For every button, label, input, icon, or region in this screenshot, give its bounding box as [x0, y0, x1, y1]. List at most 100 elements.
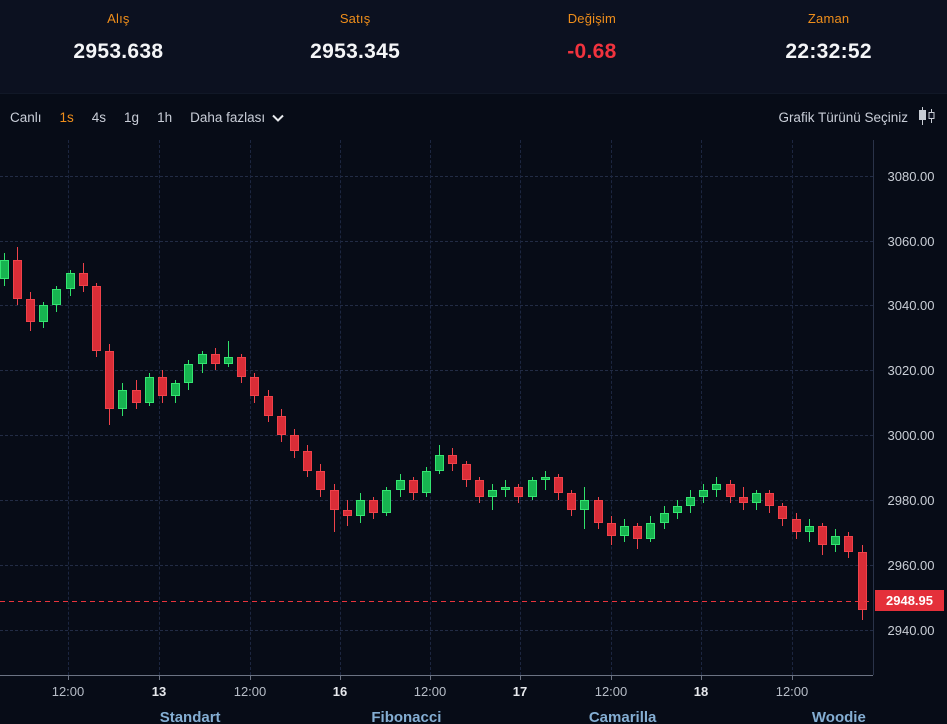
x-axis-tick: [340, 676, 341, 680]
candle-body: [619, 525, 629, 536]
grid-line-vertical: [250, 140, 251, 675]
candle-body: [289, 435, 299, 452]
more-intervals-button[interactable]: Daha fazlası: [190, 110, 284, 125]
candle-body: [52, 289, 62, 306]
tab-standart[interactable]: Standart: [159, 709, 221, 724]
candlestick-icon: [917, 106, 937, 129]
candle-body: [685, 496, 695, 507]
candle-body: [237, 357, 247, 377]
x-axis-tick: [701, 676, 702, 680]
price-axis[interactable]: 3080.00 3060.00 3040.00 3020.00 3000.00 2980.…: [873, 140, 947, 675]
candle-body: [250, 376, 260, 397]
x-axis-tick: [792, 676, 793, 680]
quote-header: Alış 2953.638 Satış 2953.345 Değişim -0.…: [0, 0, 947, 94]
candle-body: [567, 493, 577, 510]
chart-type-selector[interactable]: Grafik Türünü Seçiniz: [778, 106, 937, 129]
grid-line-horizontal: [0, 240, 873, 242]
interval-4s-button[interactable]: 4s: [91, 109, 107, 125]
chart-toolbar: Canlı 1s 4s 1g 1h Daha fazlası Grafik Tü…: [0, 94, 947, 140]
x-axis-label: 17: [512, 684, 528, 699]
grid-line-horizontal: [0, 370, 873, 372]
candle-body: [382, 490, 392, 513]
grid-line-horizontal: [0, 435, 873, 437]
current-price-line: [0, 600, 873, 602]
time-label: Zaman: [807, 11, 850, 26]
candle-body: [857, 551, 867, 611]
grid-line-horizontal: [0, 175, 873, 177]
candle-body: [131, 389, 141, 403]
candle-body: [738, 496, 748, 504]
y-axis-label: 2940.00: [887, 622, 935, 638]
candle-body: [474, 480, 484, 497]
candle-body: [514, 486, 524, 497]
y-axis-label: 3080.00: [887, 168, 935, 184]
candle-body: [118, 389, 128, 410]
candle-body: [171, 383, 181, 397]
x-axis-tick: [159, 676, 160, 680]
interval-1s-button[interactable]: 1s: [59, 109, 74, 125]
time-axis[interactable]: 12:00 13 12:00 16 12:00 17 12:00 18 12:00: [0, 675, 947, 702]
candle-body: [435, 454, 445, 471]
candle-wick: [227, 341, 229, 367]
candle-body: [263, 396, 273, 416]
sell-label: Satış: [339, 11, 371, 26]
grid-line-vertical: [159, 140, 160, 675]
candle-body: [527, 480, 537, 497]
grid-line-vertical: [611, 140, 612, 675]
candle-body: [39, 305, 49, 322]
candle-body: [817, 525, 827, 546]
candle-body: [699, 490, 709, 497]
candle-body: [751, 493, 761, 504]
candle-body: [712, 483, 722, 491]
candle-body: [78, 272, 88, 286]
tab-woodie[interactable]: Woodie: [811, 709, 866, 724]
interval-live-button[interactable]: Canlı: [10, 109, 42, 125]
candle-body: [276, 415, 286, 436]
candle-body: [223, 357, 233, 364]
x-axis-label: 12:00: [233, 684, 267, 699]
candle-body: [672, 506, 682, 513]
candle-body: [157, 376, 167, 397]
x-axis-tick: [250, 676, 251, 680]
candle-body: [633, 525, 643, 539]
tab-camarilla[interactable]: Camarilla: [588, 709, 657, 724]
x-axis-label: 18: [693, 684, 709, 699]
x-axis-label: 13: [151, 684, 167, 699]
more-intervals-label: Daha fazlası: [190, 109, 266, 125]
y-axis-label: 3020.00: [887, 363, 935, 379]
candle-body: [778, 506, 788, 520]
candle-body: [316, 470, 326, 491]
interval-1g-button[interactable]: 1g: [124, 109, 140, 125]
quote-change: Değişim -0.68: [474, 0, 711, 93]
candle-body: [580, 499, 590, 510]
chevron-down-icon: [272, 110, 284, 125]
interval-1h-button[interactable]: 1h: [157, 109, 173, 125]
candle-wick: [491, 483, 493, 510]
y-axis-label: 3040.00: [887, 298, 935, 314]
candle-body: [25, 298, 35, 322]
candle-body: [303, 451, 313, 471]
chart-type-label: Grafik Türünü Seçiniz: [778, 109, 908, 125]
sell-value: 2953.345: [310, 40, 401, 63]
x-axis-label: 12:00: [413, 684, 447, 699]
grid-line-vertical: [520, 140, 521, 675]
candle-body: [144, 376, 154, 403]
candle-body: [765, 493, 775, 507]
time-axis-line: [0, 675, 873, 676]
x-axis-label: 12:00: [51, 684, 85, 699]
quote-buy: Alış 2953.638: [0, 0, 237, 93]
change-value: -0.68: [567, 40, 617, 63]
grid-line-vertical: [701, 140, 702, 675]
candlestick-chart[interactable]: [0, 140, 873, 675]
candle-body: [844, 535, 854, 552]
candle-body: [540, 477, 550, 481]
candle-body: [408, 480, 418, 494]
candle-body: [501, 486, 511, 491]
candle-body: [606, 522, 616, 536]
candle-body: [369, 499, 379, 513]
grid-line-horizontal: [0, 499, 873, 501]
y-axis-label: 2980.00: [887, 492, 935, 508]
tab-fibonacci[interactable]: Fibonacci: [371, 709, 442, 724]
grid-line-vertical: [340, 140, 341, 675]
candle-body: [12, 259, 22, 299]
